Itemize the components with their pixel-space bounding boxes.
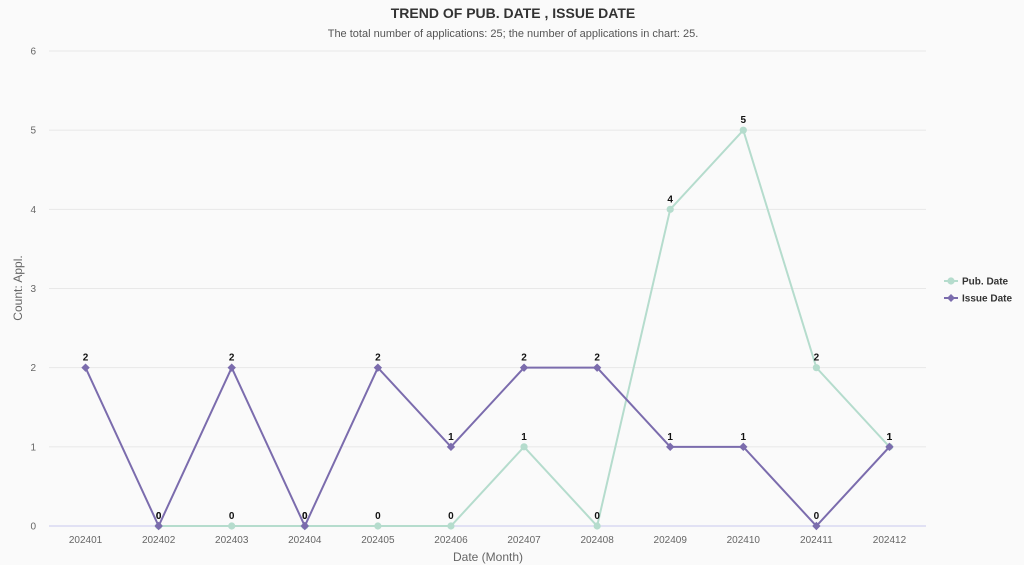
x-axis-ticks: 202401 202402 202403 202404 202405 202406 2024…	[69, 535, 907, 546]
x-tick-label: 202406	[434, 535, 468, 546]
x-axis-label: Date (Month)	[453, 550, 523, 564]
legend-item-issue-date[interactable]: Issue Date	[944, 294, 1012, 305]
data-point	[227, 363, 236, 372]
data-point	[666, 205, 674, 213]
data-point	[300, 521, 309, 531]
series-line-pub-date	[158, 128, 891, 529]
data-label: 2	[521, 353, 527, 364]
legend-marker	[947, 294, 955, 302]
series-layer	[81, 126, 894, 531]
legend-marker	[947, 277, 955, 285]
y-axis-label: Count: Appl.	[11, 255, 25, 320]
data-label: 1	[741, 432, 747, 443]
x-tick-label: 202410	[727, 535, 761, 546]
data-point	[519, 363, 529, 372]
data-label: 2	[814, 353, 820, 364]
data-point	[373, 363, 383, 372]
chart-title: TREND OF PUB. DATE , ISSUE DATE	[391, 5, 636, 21]
data-label: 0	[302, 511, 308, 522]
data-point	[885, 442, 894, 452]
data-point	[81, 363, 90, 372]
legend-label: Issue Date	[962, 294, 1012, 305]
legend[interactable]: Pub. Date Issue Date	[944, 277, 1012, 305]
series-issue-date	[81, 363, 894, 531]
x-tick-label: 202403	[215, 535, 249, 546]
x-tick-label: 202401	[69, 535, 103, 546]
data-label: 5	[741, 115, 747, 126]
y-tick-label: 0	[30, 522, 36, 533]
data-label: 1	[887, 432, 893, 443]
series-line-issue-date	[84, 365, 891, 529]
data-label: 4	[667, 194, 673, 205]
series-pub-date	[155, 126, 894, 530]
legend-item-pub-date[interactable]: Pub. Date	[944, 277, 1009, 288]
x-tick-label: 202405	[361, 535, 395, 546]
data-label: 1	[448, 432, 454, 443]
data-point	[447, 522, 455, 530]
data-point	[739, 442, 748, 452]
data-label: 0	[375, 511, 381, 522]
data-label: 1	[667, 432, 673, 443]
x-tick-label: 202408	[580, 535, 614, 546]
grid-lines	[49, 50, 926, 527]
chart-subtitle: The total number of applications: 25; th…	[328, 28, 699, 40]
data-point	[228, 522, 236, 530]
data-label: 0	[156, 511, 162, 522]
data-label: 0	[229, 511, 235, 522]
x-tick-label: 202407	[507, 535, 541, 546]
data-label: 1	[887, 432, 893, 443]
data-label: 2	[594, 353, 600, 364]
y-tick-label: 3	[30, 284, 36, 295]
x-tick-label: 202409	[654, 535, 688, 546]
data-label: 2	[375, 353, 381, 364]
data-label: 0	[814, 511, 820, 522]
data-point	[593, 522, 601, 530]
data-label: 0	[448, 511, 454, 522]
y-tick-label: 1	[30, 442, 36, 453]
legend-label: Pub. Date	[962, 277, 1009, 288]
x-tick-label: 202402	[142, 535, 176, 546]
y-tick-label: 4	[30, 205, 36, 216]
data-point	[520, 443, 528, 451]
y-tick-label: 2	[30, 363, 36, 374]
x-tick-label: 202411	[800, 535, 833, 546]
data-label: 1	[521, 432, 527, 443]
data-point	[739, 126, 747, 134]
data-label: 2	[229, 353, 235, 364]
data-point	[812, 364, 820, 372]
data-label: 0	[156, 511, 162, 522]
data-point	[446, 442, 456, 452]
y-tick-label: 6	[30, 47, 36, 58]
y-axis-ticks: 0 1 2 3 4 5 6	[30, 47, 36, 533]
data-point	[812, 521, 821, 531]
x-tick-label: 202404	[288, 535, 322, 546]
data-point	[666, 442, 675, 452]
x-tick-label: 202412	[873, 535, 907, 546]
data-point	[374, 522, 382, 530]
data-label: 2	[83, 353, 89, 364]
data-label: 0	[594, 511, 600, 522]
data-label: 0	[302, 511, 308, 522]
data-point	[154, 521, 163, 531]
data-point	[592, 363, 602, 372]
y-tick-label: 5	[30, 126, 36, 137]
